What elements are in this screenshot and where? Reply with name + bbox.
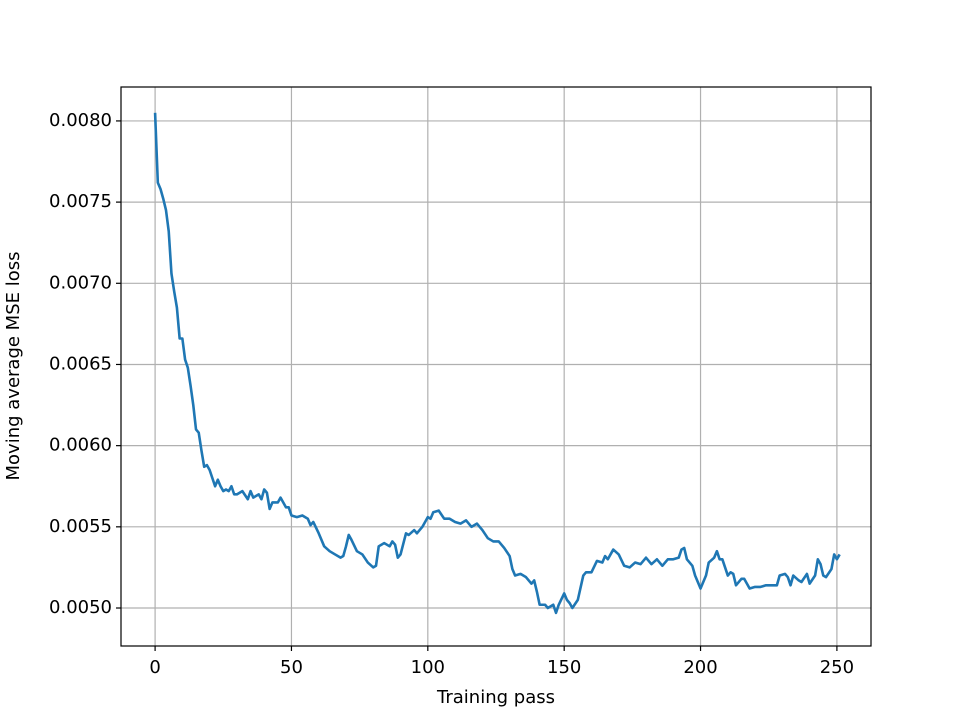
y-tick-label: 0.0075: [49, 191, 112, 212]
y-tick-label: 0.0060: [49, 435, 112, 456]
x-tick-label: 250: [820, 657, 854, 678]
x-axis-label: Training pass: [436, 687, 555, 708]
y-tick-label: 0.0050: [49, 597, 112, 618]
x-tick-label: 100: [411, 657, 445, 678]
y-tick-label: 0.0065: [49, 353, 112, 374]
x-tick-label: 150: [547, 657, 581, 678]
y-tick-label: 0.0070: [49, 272, 112, 293]
x-tick-label: 200: [683, 657, 717, 678]
y-tick-label: 0.0080: [49, 110, 112, 131]
plot-frame: [120, 86, 872, 647]
y-axis-label: Moving average MSE loss: [3, 252, 24, 481]
x-tick-label: 0: [149, 657, 160, 678]
x-tick-label: 50: [280, 657, 303, 678]
y-tick-label: 0.0055: [49, 516, 112, 537]
line-series: [153, 112, 841, 615]
